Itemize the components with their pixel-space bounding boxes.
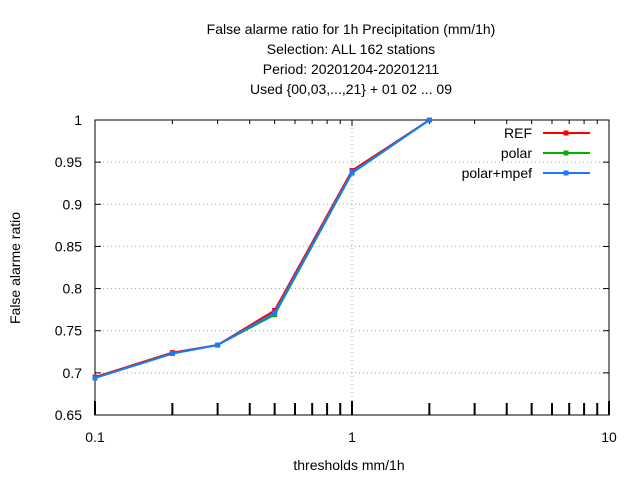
y-axis-label: False alarme ratio xyxy=(7,212,23,324)
title-line: Used {00,03,...,21} + 01 02 ... 09 xyxy=(250,81,452,97)
legend-label: polar+mpef xyxy=(462,165,533,181)
data-point xyxy=(349,169,355,175)
chart-title: False alarme ratio for 1h Precipitation … xyxy=(207,21,496,97)
title-line: False alarme ratio for 1h Precipitation … xyxy=(207,21,496,37)
x-axis-label: thresholds mm/1h xyxy=(293,457,404,473)
data-point xyxy=(426,117,432,123)
y-tick-label: 0.85 xyxy=(55,238,82,254)
series-line-ref xyxy=(94,119,430,379)
series-line-polar-mpef xyxy=(94,119,430,379)
series-line-polar xyxy=(94,119,430,379)
data-point xyxy=(272,307,278,313)
y-tick-label: 0.95 xyxy=(55,154,82,170)
x-axis-ticks: 0.1 1 10 xyxy=(85,120,617,445)
y-tick-label: 0.7 xyxy=(63,365,83,381)
data-point xyxy=(169,350,175,356)
title-line: Period: 20201204-20201211 xyxy=(263,61,440,77)
data-point xyxy=(215,342,221,348)
title-line: Selection: ALL 162 stations xyxy=(267,41,435,57)
series-lines xyxy=(92,117,432,381)
y-tick-label: 0.75 xyxy=(55,323,82,339)
x-tick-label: 10 xyxy=(601,429,617,445)
legend-label: polar xyxy=(501,145,532,161)
x-tick-label: 1 xyxy=(348,429,356,445)
data-point xyxy=(92,375,98,381)
gridlines xyxy=(95,120,609,415)
y-tick-label: 0.65 xyxy=(55,407,82,423)
y-axis-ticks: 0.65 0.7 0.75 0.8 0.85 0.9 0.95 1 xyxy=(55,112,609,423)
legend-marker xyxy=(563,170,569,176)
legend-marker xyxy=(563,150,569,156)
y-tick-label: 0.9 xyxy=(63,196,83,212)
data-point xyxy=(272,310,278,316)
legend-label: REF xyxy=(504,125,532,141)
plot-frame xyxy=(94,119,610,416)
y-tick-label: 0.8 xyxy=(63,281,83,297)
legend: REF polar polar+mpef xyxy=(462,125,590,181)
y-tick-label: 1 xyxy=(74,112,82,128)
x-tick-label: 0.1 xyxy=(85,429,105,445)
legend-marker xyxy=(563,130,569,136)
